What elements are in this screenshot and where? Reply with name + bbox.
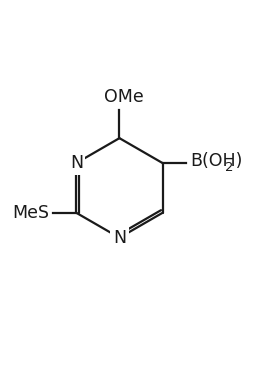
Text: N: N	[113, 229, 126, 247]
Text: B(OH): B(OH)	[190, 152, 242, 170]
Text: MeS: MeS	[12, 204, 49, 222]
Text: OMe: OMe	[104, 88, 144, 106]
Text: N: N	[70, 154, 83, 172]
Text: 2: 2	[225, 161, 234, 174]
